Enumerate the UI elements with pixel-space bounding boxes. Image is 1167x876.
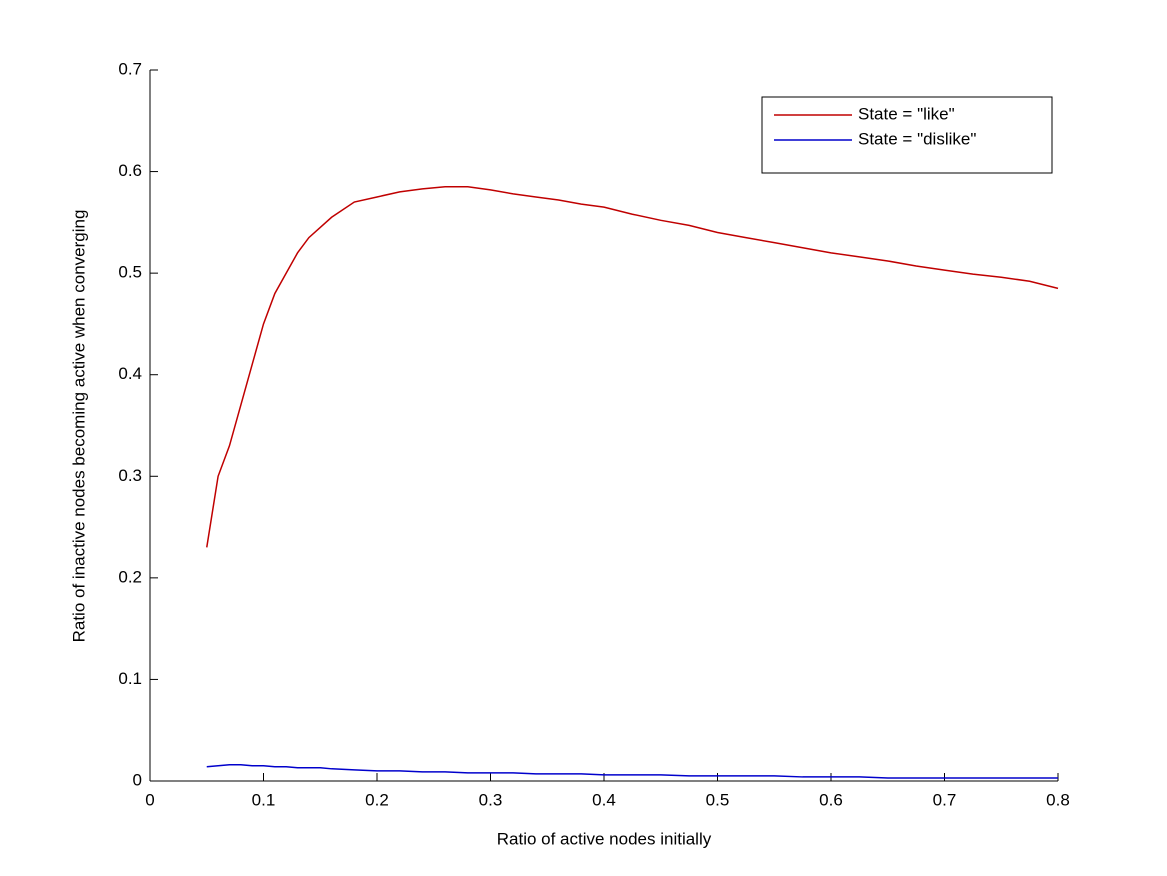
y-tick-label: 0.3 [118,466,142,485]
y-tick-label: 0.7 [118,59,142,78]
x-tick-label: 0.2 [365,790,389,809]
y-tick-label: 0.1 [118,669,142,688]
x-axis-label: Ratio of active nodes initially [497,829,712,848]
x-tick-label: 0.5 [706,790,730,809]
y-tick-label: 0.4 [118,364,142,383]
legend-box [761,96,1053,174]
y-tick-label: 0.5 [118,263,142,282]
x-tick-label: 0.1 [252,790,276,809]
legend-label: State = "dislike" [858,129,976,148]
data-line [206,186,1059,548]
x-tick-label: 0.6 [819,790,843,809]
x-tick-label: 0.4 [592,790,616,809]
legend-label: State = "like" [858,104,955,123]
y-tick-label: 0.6 [118,161,142,180]
y-tick-label: 0 [133,770,142,789]
y-tick-label: 0.2 [118,567,142,586]
x-tick-label: 0.7 [933,790,957,809]
x-tick-label: 0 [145,790,154,809]
data-line [206,763,1058,779]
x-tick-label: 0.8 [1046,790,1070,809]
y-axis-label: Ratio of inactive nodes becoming active … [69,210,88,643]
x-tick-label: 0.3 [479,790,503,809]
